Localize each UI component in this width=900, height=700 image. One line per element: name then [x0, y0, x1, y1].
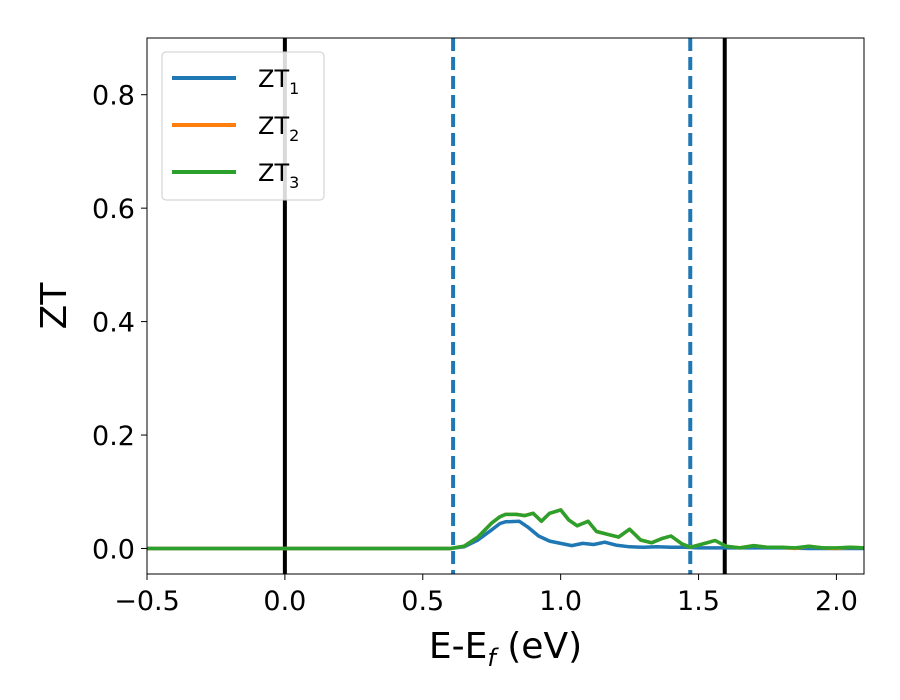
y-tick-label: 0.0 — [92, 534, 135, 565]
series-line-zt3 — [147, 508, 865, 551]
x-axis-title: E-Ef (eV) — [429, 626, 582, 672]
y-tick-label: 0.6 — [92, 194, 135, 225]
x-axis-ticks: −0.5 0.0 0.5 1.0 1.5 2.0 — [114, 574, 858, 617]
legend: ZT1 ZT2 ZT3 — [161, 51, 325, 201]
x-tick-label: 2.0 — [815, 586, 858, 617]
plot-frame — [146, 37, 865, 575]
series-lines — [147, 508, 865, 551]
legend-label-zt3: ZT3 — [258, 159, 299, 192]
vertical-reference-lines — [282, 38, 727, 574]
x-tick-label: 0.0 — [263, 586, 306, 617]
x-tick-label: 1.5 — [677, 586, 720, 617]
y-tick-label: 0.4 — [92, 308, 135, 339]
legend-label-zt2: ZT2 — [258, 112, 299, 145]
x-tick-label: 0.5 — [401, 586, 444, 617]
legend-box — [161, 51, 325, 201]
y-tick-label: 0.2 — [92, 421, 135, 452]
legend-label-zt1: ZT1 — [258, 65, 299, 98]
x-tick-label: −0.5 — [114, 586, 180, 617]
y-axis-ticks: 0.0 0.2 0.4 0.6 0.8 — [92, 81, 147, 565]
y-tick-label: 0.8 — [92, 81, 135, 112]
x-tick-label: 1.0 — [539, 586, 582, 617]
y-axis-title: ZT — [34, 282, 75, 330]
